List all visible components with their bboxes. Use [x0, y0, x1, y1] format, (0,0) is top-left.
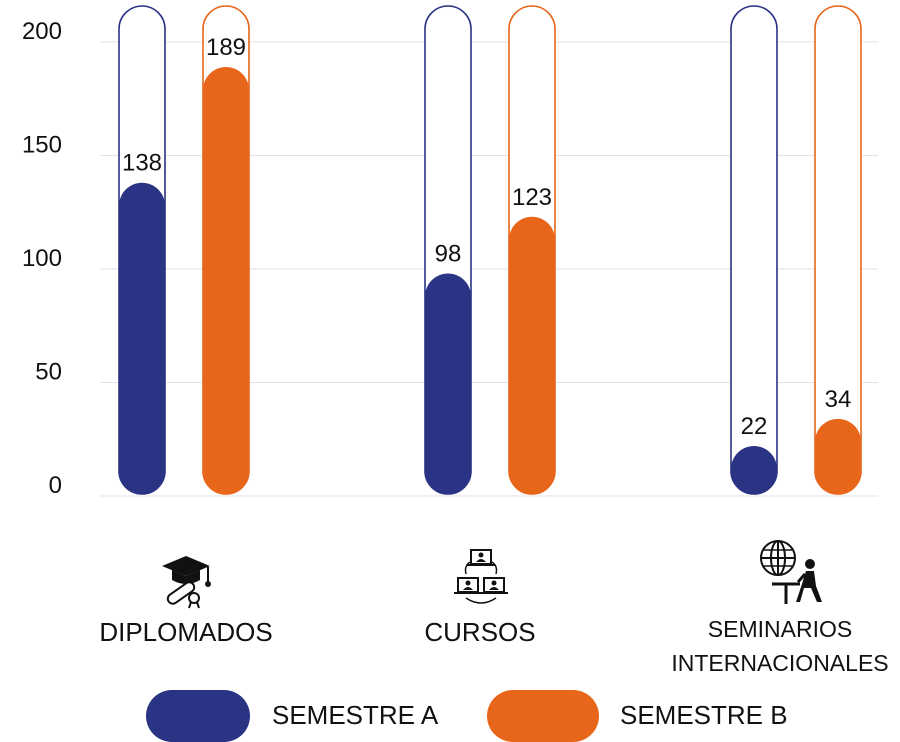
category-label-seminarios: SEMINARIOS INTERNACIONALES: [670, 612, 890, 680]
category-label-seminarios-line1: SEMINARIOS: [707, 616, 853, 642]
bar: [203, 66, 249, 494]
value-label: 138: [122, 150, 162, 177]
bar: [425, 273, 471, 494]
value-label: 189: [206, 34, 246, 61]
category-label-seminarios-line2: INTERNACIONALES: [671, 650, 889, 676]
category-label-cursos: CURSOS: [424, 617, 536, 647]
legend-swatch-semestre-b: [487, 690, 599, 742]
online-courses-icon: [454, 549, 508, 604]
value-label: 98: [435, 241, 462, 268]
value-label: 22: [741, 413, 768, 440]
legend-label-semestre-a: SEMESTRE A: [272, 700, 439, 730]
value-label: 34: [825, 386, 852, 413]
value-label: 123: [512, 184, 552, 211]
bar-chart: 0 50 100 150 200 138 189 98 123 22 34: [22, 5, 878, 499]
legend-swatch-semestre-a: [146, 690, 250, 742]
y-tick-label: 150: [22, 132, 62, 159]
bar: [119, 182, 165, 495]
legend-label-semestre-b: SEMESTRE B: [620, 700, 788, 730]
y-tick-label: 0: [49, 472, 62, 499]
bar: [731, 446, 777, 494]
graduation-cap-diploma-icon: [162, 556, 211, 609]
category-label-diplomados: DIPLOMADOS: [99, 617, 273, 647]
y-tick-label: 50: [35, 359, 62, 386]
y-tick-label: 100: [22, 245, 62, 272]
bar: [815, 418, 861, 494]
y-tick-label: 200: [22, 18, 62, 45]
bar: [509, 216, 555, 495]
international-seminar-icon: [760, 540, 822, 604]
